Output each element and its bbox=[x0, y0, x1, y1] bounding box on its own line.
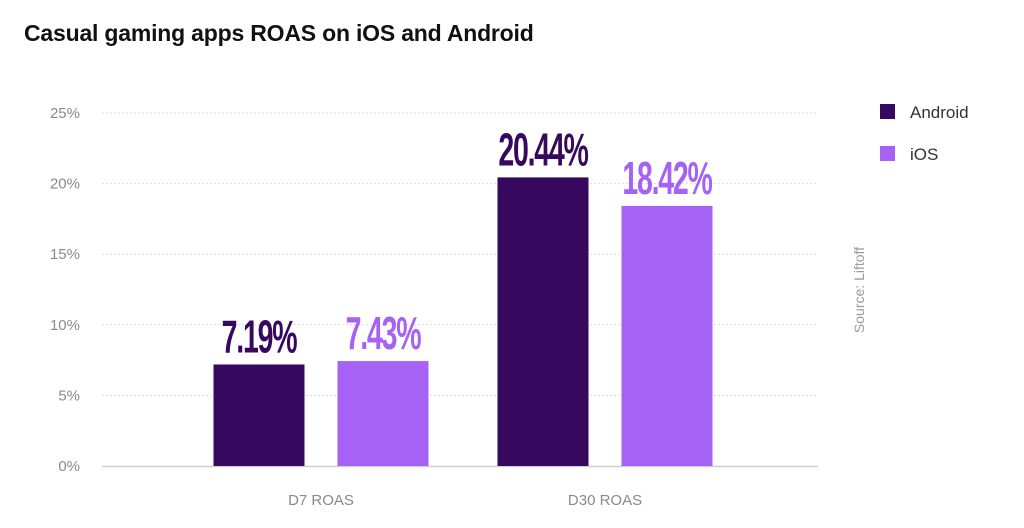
x-tick-label: D7 ROAS bbox=[288, 492, 354, 509]
y-tick-label: 10% bbox=[50, 317, 80, 334]
y-tick-label: 0% bbox=[58, 458, 80, 475]
bar-android bbox=[213, 364, 305, 466]
y-tick-label: 15% bbox=[50, 246, 80, 263]
chart-title: Casual gaming apps ROAS on iOS and Andro… bbox=[24, 20, 534, 46]
data-label: 18.42% bbox=[622, 153, 712, 205]
bar-android bbox=[497, 177, 589, 466]
legend-swatch-android bbox=[880, 104, 895, 119]
y-tick-label: 5% bbox=[58, 387, 80, 404]
data-label: 20.44% bbox=[498, 125, 588, 177]
legend-label: iOS bbox=[910, 145, 938, 164]
legend-label: Android bbox=[910, 103, 969, 122]
data-label: 7.19% bbox=[222, 312, 298, 364]
legend-swatch-ios bbox=[880, 146, 895, 161]
y-tick-label: 20% bbox=[50, 176, 80, 193]
source-note: Source: Liftoff bbox=[851, 247, 867, 333]
bar-ios bbox=[337, 361, 429, 466]
x-tick-label: D30 ROAS bbox=[568, 492, 642, 509]
bar-ios bbox=[621, 205, 713, 466]
data-label: 7.43% bbox=[346, 308, 422, 360]
y-tick-label: 25% bbox=[50, 105, 80, 122]
